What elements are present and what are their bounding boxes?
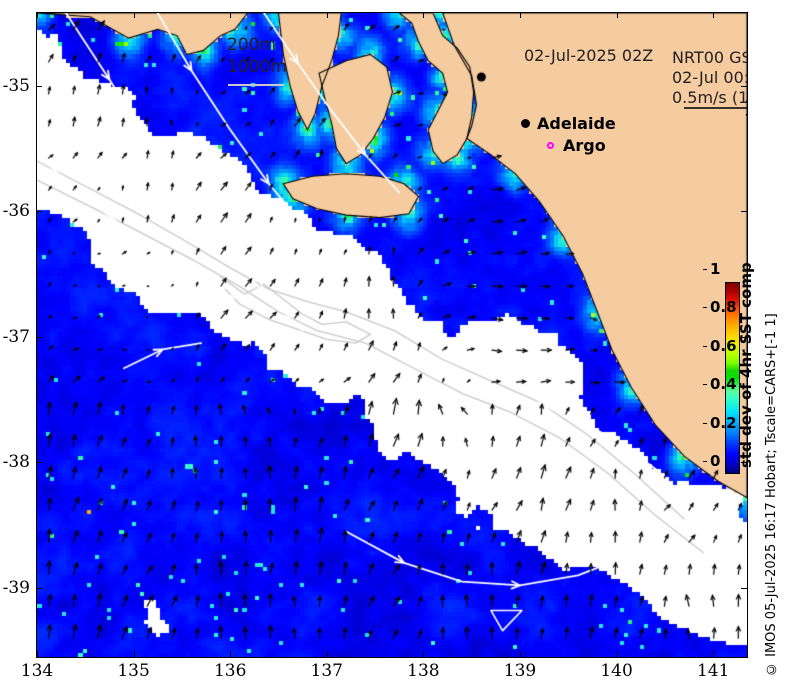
argo-float-marker-icon [547, 142, 554, 149]
colorbar-tick [703, 384, 707, 386]
colorbar-tick-label: 0.6 [710, 336, 737, 355]
x-axis-tick [616, 12, 618, 18]
depth-legend-1000m: 1000m [227, 57, 287, 77]
current-model-name: NRT00 GSL [672, 48, 747, 67]
y-axis-tick [36, 587, 42, 589]
city-marker-icon [521, 119, 530, 128]
current-valid-time: 02-Jul 00:00Z [672, 68, 748, 87]
colorbar-tick-label: 1 [710, 260, 721, 278]
y-axis-tick [36, 462, 42, 464]
legend-adelaide-label: Adelaide [537, 114, 616, 133]
x-axis-tick [616, 651, 618, 657]
colorbar-tick-label: 0 [710, 452, 721, 470]
colorbar-tick [703, 307, 707, 309]
y-axis-tick [741, 336, 747, 338]
colorbar-tick-label: 0.4 [710, 375, 737, 394]
colorbar-tick [703, 461, 707, 462]
x-axis-tick [713, 12, 715, 18]
date-stamp: 02-Jul-2025 02Z [524, 46, 654, 65]
x-axis-label: 140 [600, 661, 633, 681]
y-axis-label: -35 [2, 75, 30, 96]
legend-argo-label: Argo [563, 136, 606, 155]
credit-text: © IMOS 05-Jul-2025 16:17 Hobart; Tscale=… [764, 313, 779, 676]
y-axis-label: -36 [2, 201, 30, 222]
x-axis-tick [230, 651, 232, 657]
colorbar-tick [703, 269, 707, 270]
x-axis-tick [326, 12, 328, 18]
map-plot-area[interactable]: 200m 1000m 02-Jul-2025 02Z NRT00 GSL 02-… [36, 12, 748, 658]
x-axis-label: 141 [696, 661, 730, 681]
x-axis-tick [519, 12, 521, 18]
x-axis-label: 137 [310, 661, 344, 681]
x-axis-tick [37, 12, 38, 18]
colorbar-tick [703, 422, 707, 424]
colorbar-title: std dev of 4hr SST comp [737, 262, 755, 468]
x-axis-label: 138 [407, 661, 440, 681]
depth-legend-line-sample [228, 84, 284, 86]
y-axis-label: -38 [2, 452, 30, 473]
x-axis-label: 134 [20, 661, 54, 681]
colorbar-tick-label: 0.2 [710, 413, 737, 432]
y-axis-label: -37 [2, 326, 30, 347]
colorbar-gradient [725, 282, 740, 474]
colorbar-tick [703, 345, 707, 347]
x-axis-label: 139 [503, 661, 537, 681]
y-axis-tick [741, 85, 747, 87]
x-axis-tick [423, 651, 425, 657]
y-axis-tick [36, 211, 42, 213]
legend-argo: Argo [547, 136, 606, 155]
x-axis-tick [133, 651, 135, 657]
y-axis-label: -39 [2, 577, 30, 598]
legend-adelaide: Adelaide [521, 114, 616, 133]
y-axis-tick [741, 462, 747, 464]
x-axis-label: 136 [213, 661, 247, 681]
x-axis-tick [230, 12, 232, 18]
y-axis-tick [36, 336, 42, 338]
current-vector-overlay [37, 13, 747, 657]
x-axis-tick [133, 12, 135, 18]
x-axis-tick [37, 651, 38, 657]
current-info-block: NRT00 GSL 02-Jul 00:00Z 0.5m/s (1kt 24h) [672, 48, 748, 108]
y-axis-tick [741, 211, 747, 213]
x-axis-tick [713, 651, 715, 657]
x-axis-tick [326, 651, 328, 657]
depth-legend: 200m 1000m [227, 34, 287, 78]
depth-legend-200m: 200m [227, 35, 277, 55]
colorbar-tick-label: 0.8 [710, 298, 737, 317]
y-axis-tick [36, 85, 42, 87]
colorbar [725, 282, 740, 474]
y-axis-tick [741, 587, 747, 589]
current-scale-text: 0.5m/s (1kt 24h) [672, 88, 748, 107]
x-axis-tick [423, 12, 425, 18]
vector-scale-arrow-icon [684, 100, 747, 116]
x-axis-label: 135 [117, 661, 150, 681]
x-axis-tick [519, 651, 521, 657]
